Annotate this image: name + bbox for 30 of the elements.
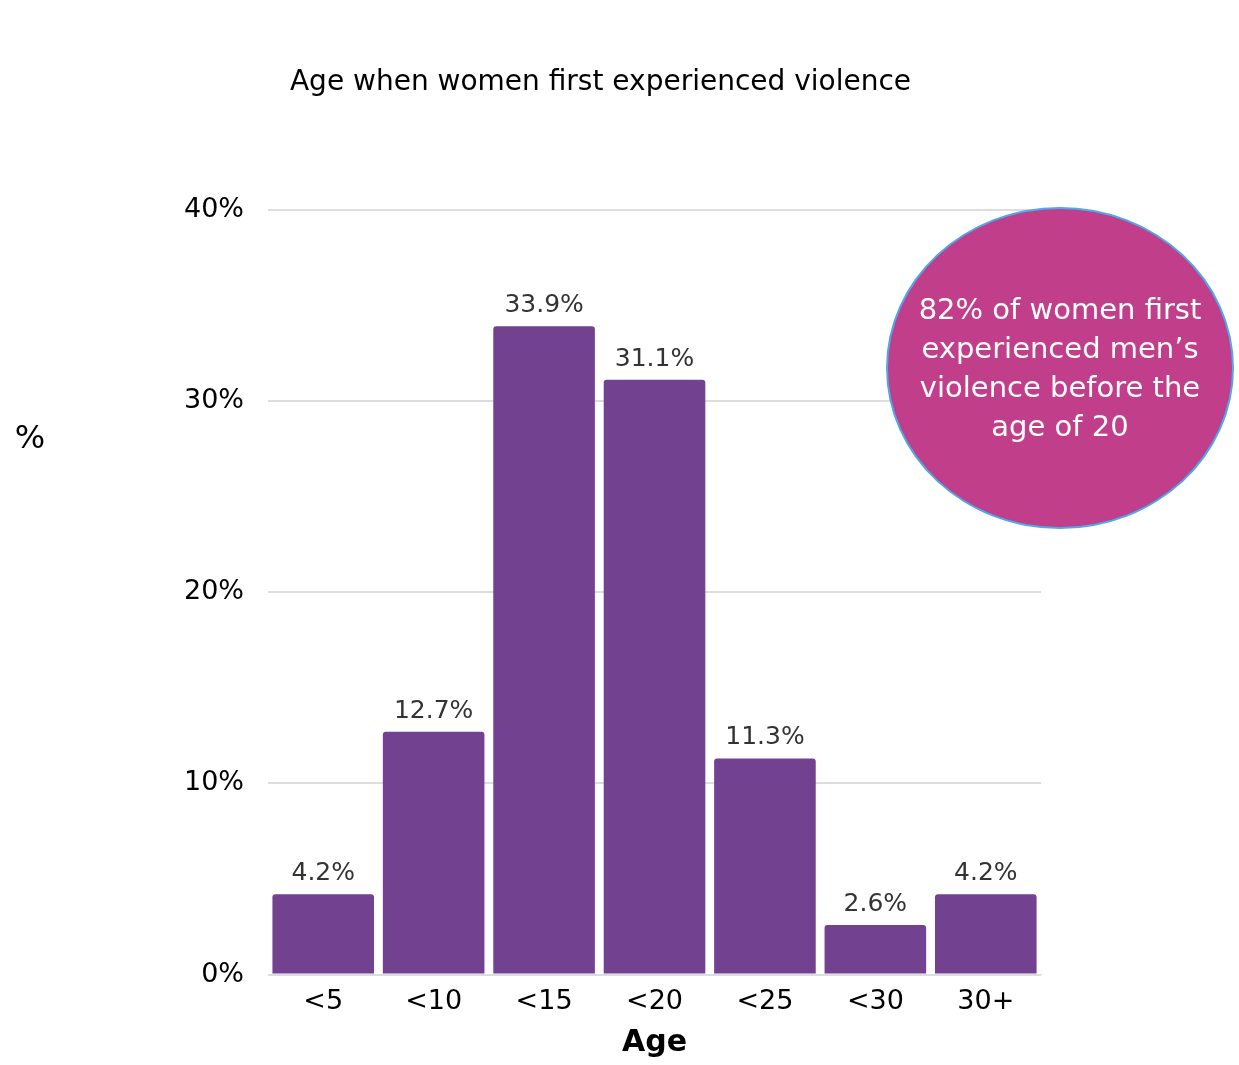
data-label: 4.2% <box>291 857 355 887</box>
bar <box>603 379 706 974</box>
y-axis-title: % <box>14 418 46 457</box>
chart-title: Age when women first experienced violence <box>289 64 912 98</box>
x-axis-title: Age <box>621 1022 688 1058</box>
y-tick-label: 30% <box>184 382 245 414</box>
x-tick-label: 30+ <box>957 983 1015 1015</box>
data-label: 12.7% <box>393 694 474 724</box>
data-label: 33.9% <box>504 289 584 319</box>
circle-badge: 82% of women first experienced men’s violence before the age of 20 <box>886 207 1234 529</box>
x-tick-label: <10 <box>405 983 463 1015</box>
x-tick-label: <15 <box>515 983 573 1015</box>
bar <box>382 731 485 974</box>
y-tick-label: 10% <box>184 765 245 797</box>
bar <box>934 894 1037 974</box>
x-tick-label: <20 <box>626 983 683 1015</box>
x-tick-label: <30 <box>846 983 904 1015</box>
y-tick-label: 0% <box>201 956 245 988</box>
bar <box>272 894 375 974</box>
data-label: 2.6% <box>843 887 908 917</box>
data-label: 11.3% <box>725 721 805 751</box>
x-tick-label: <25 <box>736 983 794 1015</box>
bar <box>714 758 816 974</box>
x-tick-label: <5 <box>303 983 344 1015</box>
bar <box>493 326 595 974</box>
data-label: 4.2% <box>954 857 1018 887</box>
y-tick-label: 20% <box>184 574 245 606</box>
y-tick-label: 40% <box>184 191 245 223</box>
bar <box>824 924 927 974</box>
data-label: 31.1% <box>614 342 695 372</box>
